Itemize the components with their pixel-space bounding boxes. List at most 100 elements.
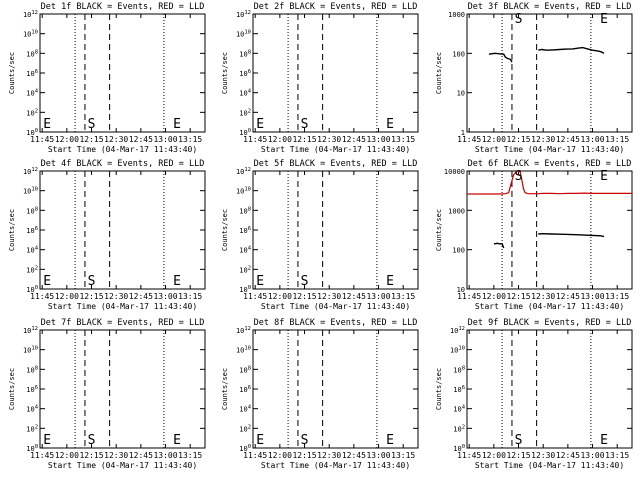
y-tick-exponent: 8 xyxy=(35,49,38,55)
y-tick-exponent: 6 xyxy=(35,226,38,232)
y-tick-label: 108 xyxy=(239,49,251,58)
y-tick-label: 1012 xyxy=(23,326,38,335)
y-tick-exponent: 6 xyxy=(35,69,38,75)
y-tick-exponent: 4 xyxy=(35,89,39,95)
y-tick-base: 10 xyxy=(239,70,247,78)
y-tick-exponent: 6 xyxy=(248,69,251,75)
lld-series-line xyxy=(467,170,632,195)
end-marker: E xyxy=(386,433,394,448)
plot-frame xyxy=(466,13,633,133)
y-axis-label: Counts/sec xyxy=(221,52,229,94)
events-series-line xyxy=(538,232,605,238)
y-tick-label: 1012 xyxy=(23,10,38,19)
x-tick-label: 11:45 xyxy=(243,292,267,301)
y-tick-label: 1012 xyxy=(236,10,251,19)
y-tick-label: 106 xyxy=(26,385,38,394)
plot-frame xyxy=(39,13,206,133)
y-tick-base: 10 xyxy=(453,445,461,453)
y-tick-exponent: 12 xyxy=(244,326,251,332)
x-tick-label: 12:00 xyxy=(268,135,292,144)
y-tick-label: 106 xyxy=(26,226,38,235)
y-tick-exponent: 12 xyxy=(31,167,38,173)
chart-title: Det 3f BLACK = Events, RED = LLD xyxy=(468,2,632,12)
y-tick-label: 108 xyxy=(239,206,251,215)
y-tick-label: 1012 xyxy=(23,167,38,176)
x-tick-label: 12:00 xyxy=(482,451,506,460)
y-tick-base: 10 xyxy=(450,327,458,335)
x-tick-label: 12:15 xyxy=(79,135,103,144)
y-tick-base: 10 xyxy=(239,445,247,453)
y-tick-base: 10 xyxy=(26,90,34,98)
y-tick-label: 1000 xyxy=(448,207,465,215)
y-tick-label: 1000 xyxy=(448,11,465,19)
y-tick-base: 10 xyxy=(239,386,247,394)
y-tick-label: 108 xyxy=(26,206,38,215)
y-tick-label: 10000 xyxy=(444,168,465,176)
y-tick-exponent: 6 xyxy=(35,385,38,391)
y-axis-label: Counts/sec xyxy=(8,52,16,94)
y-tick-label: 104 xyxy=(239,405,251,414)
y-tick-label: 1010 xyxy=(236,346,251,355)
y-tick-base: 10 xyxy=(23,31,31,39)
y-tick-exponent: 6 xyxy=(462,385,465,391)
plot-frame xyxy=(39,170,206,290)
end-marker: E xyxy=(386,274,394,289)
x-tick-label: 12:30 xyxy=(317,292,341,301)
y-tick-exponent: 8 xyxy=(35,206,38,212)
start-marker: S xyxy=(301,274,309,289)
x-tick-label: 12:30 xyxy=(531,135,555,144)
y-tick-label: 100 xyxy=(452,50,465,58)
y-axis-label: Counts/sec xyxy=(221,368,229,410)
y-tick-exponent: 8 xyxy=(248,206,251,212)
x-tick-label: 12:30 xyxy=(317,135,341,144)
y-tick-label: 100 xyxy=(239,285,251,294)
y-tick-base: 10 xyxy=(26,386,34,394)
y-tick-exponent: 2 xyxy=(462,424,465,430)
end-marker: E xyxy=(43,433,51,448)
x-tick-label: 13:15 xyxy=(605,135,629,144)
y-tick-base: 10 xyxy=(239,425,247,433)
y-tick-label: 1012 xyxy=(450,326,465,335)
y-tick-label: 1010 xyxy=(236,187,251,196)
x-tick-label: 11:45 xyxy=(457,451,481,460)
x-tick-label: 12:00 xyxy=(55,292,79,301)
y-tick-base: 10 xyxy=(236,347,244,355)
x-tick-label: 13:15 xyxy=(605,292,629,301)
y-tick-exponent: 0 xyxy=(35,444,38,450)
y-tick-label: 1010 xyxy=(23,187,38,196)
y-tick-base: 10 xyxy=(239,266,247,274)
x-axis-label: Start Time (04-Mar-17 11:43:40) xyxy=(48,461,197,470)
plot-frame xyxy=(252,329,419,449)
y-tick-base: 10 xyxy=(453,425,461,433)
x-tick-label: 12:15 xyxy=(79,451,103,460)
chart-title: Det 8f BLACK = Events, RED = LLD xyxy=(254,318,418,328)
y-tick-base: 10 xyxy=(239,227,247,235)
x-tick-label: 12:15 xyxy=(506,451,530,460)
x-tick-label: 12:00 xyxy=(55,451,79,460)
y-tick-exponent: 8 xyxy=(248,49,251,55)
y-tick-exponent: 10 xyxy=(31,30,38,36)
y-axis-label: Counts/sec xyxy=(8,209,16,251)
end-marker: E xyxy=(256,274,264,289)
x-tick-label: 11:45 xyxy=(457,292,481,301)
y-tick-base: 10 xyxy=(236,31,244,39)
x-tick-label: 12:15 xyxy=(79,292,103,301)
x-tick-label: 12:45 xyxy=(129,135,153,144)
y-tick-exponent: 8 xyxy=(248,365,251,371)
x-tick-label: 12:00 xyxy=(482,135,506,144)
y-tick-label: 104 xyxy=(26,89,38,98)
y-tick-label: 1012 xyxy=(236,167,251,176)
y-tick-label: 1010 xyxy=(23,346,38,355)
x-tick-label: 12:30 xyxy=(104,451,128,460)
y-tick-base: 10 xyxy=(239,50,247,58)
x-tick-label: 12:15 xyxy=(506,135,530,144)
y-tick-exponent: 10 xyxy=(458,346,465,352)
y-tick-exponent: 4 xyxy=(462,405,466,411)
y-tick-exponent: 8 xyxy=(35,365,38,371)
y-tick-label: 102 xyxy=(239,108,251,117)
